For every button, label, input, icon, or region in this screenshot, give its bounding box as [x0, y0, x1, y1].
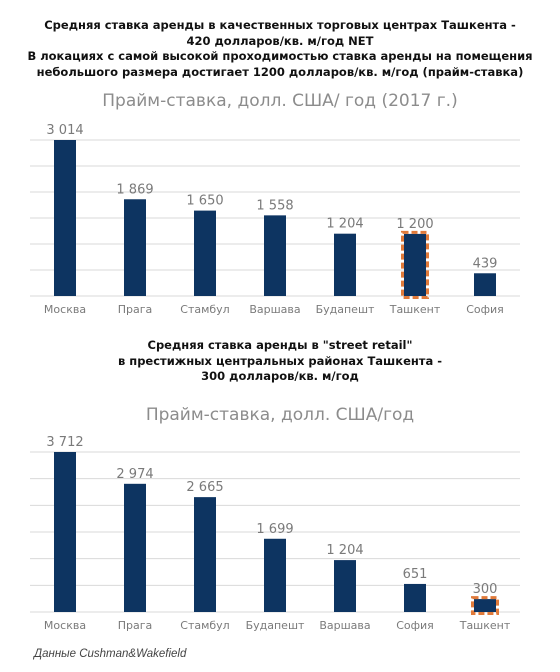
bar: [334, 560, 356, 612]
tick-label: Ташкент: [459, 619, 511, 632]
bar: [404, 233, 426, 296]
data-label: 2 974: [116, 467, 153, 482]
bar: [194, 210, 216, 296]
data-label: 1 204: [326, 543, 363, 558]
tick-label: Стамбул: [180, 619, 229, 632]
middle-heading: Средняя ставка аренды в "street retail" …: [0, 338, 560, 385]
bar: [404, 583, 426, 612]
bar: [474, 273, 496, 296]
chart-1: 3 014 Москва 1 869 Прага 1 650 Стамбул 1 558 Ва…: [30, 123, 520, 316]
tick-label: София: [396, 619, 434, 632]
tick-label: Москва: [44, 303, 86, 316]
data-label: 1 699: [256, 522, 293, 537]
data-label: 3 014: [46, 123, 83, 138]
top-heading: Средняя ставка аренды в качественных тор…: [0, 18, 560, 80]
tick-label: София: [466, 303, 504, 316]
tick-label: Стамбул: [180, 303, 229, 316]
chart-2-title: Прайм-ставка, долл. США/год: [145, 405, 415, 425]
data-label: 3 712: [46, 435, 83, 450]
tick-label: Варшава: [249, 303, 300, 316]
top-heading-line: Средняя ставка аренды в качественных тор…: [44, 18, 516, 32]
data-label: 1 200: [396, 217, 433, 232]
bar: [474, 599, 496, 612]
data-label: 439: [473, 256, 498, 271]
chart-1-title: Прайм-ставка, долл. США/ год (2017 г.): [102, 91, 458, 111]
data-label: 300: [473, 582, 498, 597]
highlight-outline: [471, 596, 499, 616]
tick-label: Прага: [118, 303, 153, 316]
tick-label: Москва: [44, 619, 86, 632]
source-footer: Данные Cushman&Wakefield: [34, 648, 187, 660]
top-heading-line: 420 долларов/кв. м/год NET: [186, 33, 374, 48]
tick-label: Будапешт: [316, 303, 375, 316]
highlight-outline: [401, 230, 429, 299]
tick-label: Прага: [118, 619, 153, 632]
tick-label: Ташкент: [389, 303, 441, 316]
data-label: 1 204: [326, 217, 363, 232]
bar: [194, 497, 216, 612]
data-label: 1 650: [186, 194, 223, 209]
bar: [54, 452, 76, 612]
chart-2: 3 712 Москва 2 974 Прага 2 665 Стамбул 1 699 Бу…: [30, 435, 520, 632]
bar: [264, 538, 286, 612]
top-heading-line: В локациях с самой высокой проходимостью…: [27, 49, 533, 63]
tick-label: Будапешт: [246, 619, 305, 632]
bar: [124, 483, 146, 612]
bar: [54, 140, 76, 296]
bar: [334, 233, 356, 296]
middle-heading-line: Средняя ставка аренды в "street retail": [147, 338, 413, 352]
tick-label: Варшава: [319, 619, 370, 632]
data-label: 651: [403, 567, 428, 582]
bar: [264, 215, 286, 296]
data-label: 1 558: [256, 198, 293, 213]
data-label: 1 869: [116, 182, 153, 197]
middle-heading-line: 300 долларов/кв. м/год: [201, 369, 359, 383]
data-label: 2 665: [186, 480, 223, 495]
middle-heading-line: в престижных центральных районах Ташкент…: [117, 353, 443, 368]
bar: [124, 199, 146, 296]
top-heading-line: небольшого размера достигает 1200 доллар…: [36, 64, 524, 79]
